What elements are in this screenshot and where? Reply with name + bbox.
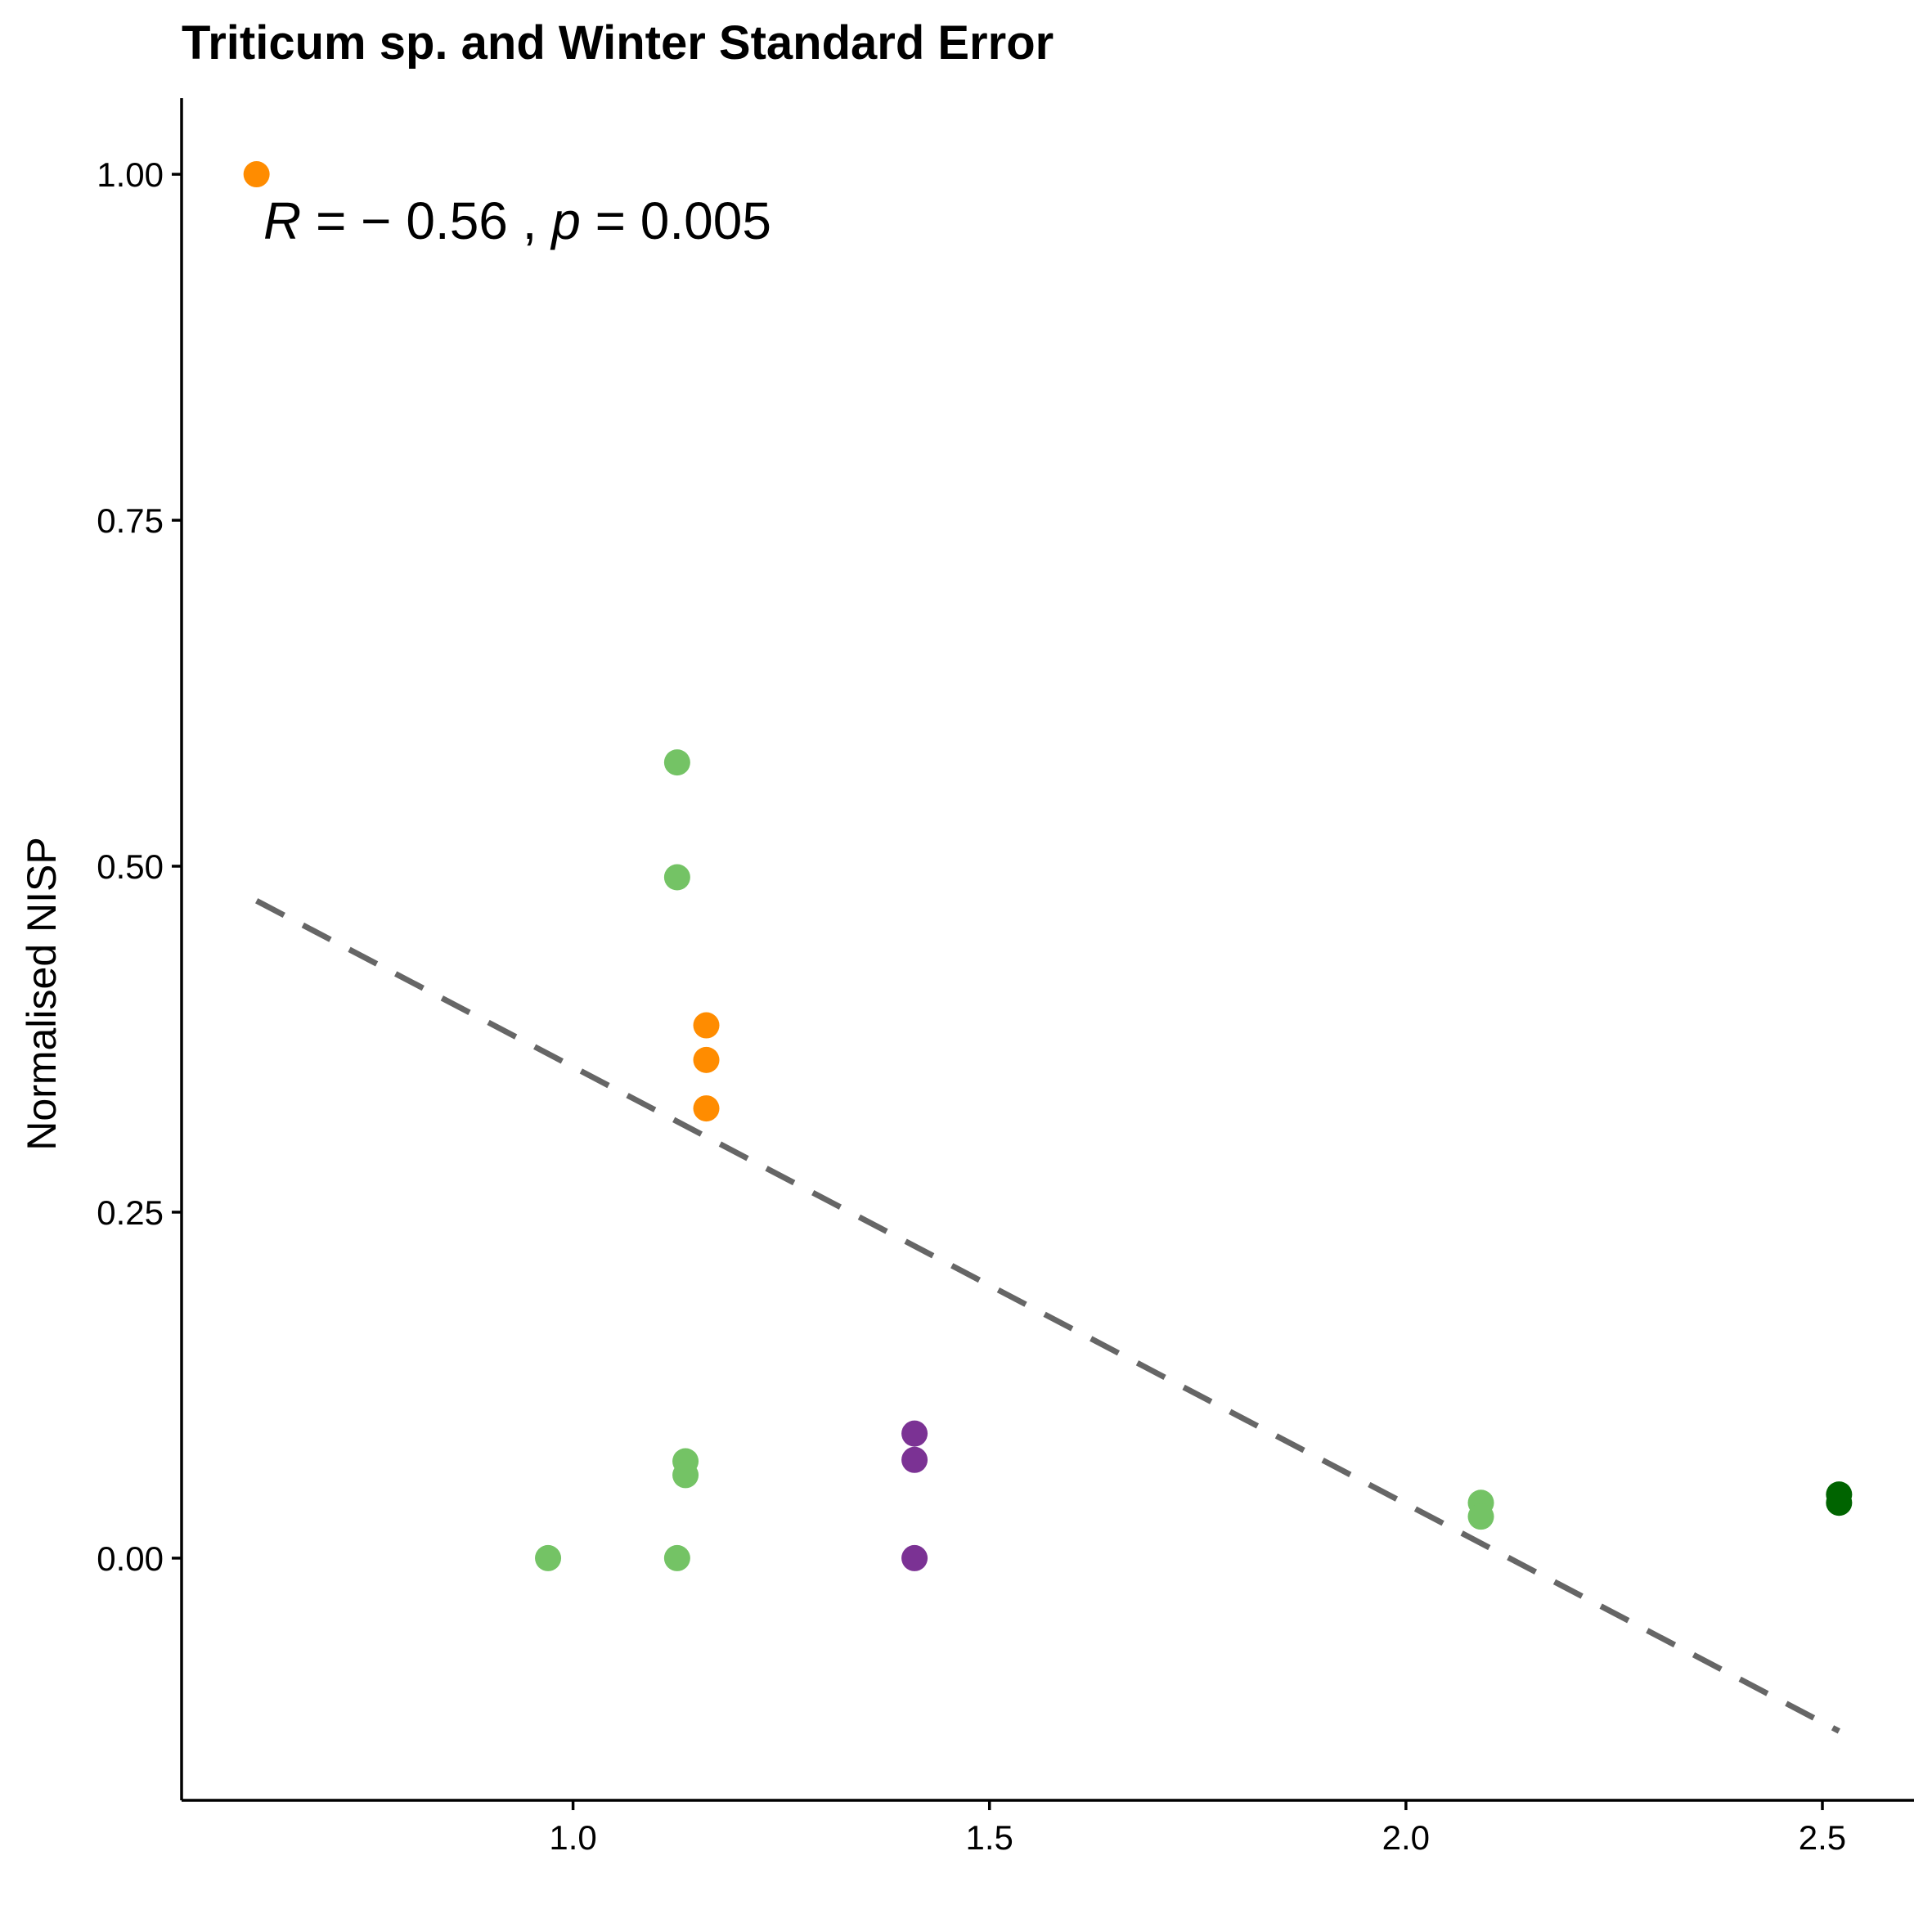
data-point: [901, 1446, 928, 1473]
chart-title: Triticum sp. and Winter Standard Error: [182, 16, 1054, 70]
data-point: [672, 1462, 699, 1489]
data-point: [693, 1012, 720, 1039]
r-value: = − 0.56 ,: [301, 191, 551, 250]
data-point: [663, 749, 690, 776]
y-tick-label: 0.25: [97, 1193, 164, 1232]
regression-line: [255, 898, 1840, 1734]
x-axis-ticks: 1.0 1.5 2.0 2.5: [549, 1800, 1846, 1857]
correlation-annotation: R = − 0.56 , p = 0.005: [263, 191, 771, 250]
data-point: [901, 1420, 928, 1447]
r-symbol: R: [263, 191, 301, 250]
y-tick-label: 0.75: [97, 501, 164, 540]
x-tick-label: 1.5: [966, 1818, 1013, 1857]
data-point: [1467, 1503, 1494, 1530]
data-point: [901, 1544, 928, 1571]
data-point: [535, 1544, 562, 1571]
y-axis-ticks: 0.00 0.25 0.50 0.75 1.00: [97, 155, 182, 1578]
x-tick-label: 2.5: [1799, 1818, 1846, 1857]
data-point: [663, 1544, 690, 1571]
plot-area: [243, 161, 1853, 1734]
y-tick-label: 0.50: [97, 847, 164, 886]
data-point: [243, 161, 270, 188]
x-tick-label: 1.0: [549, 1818, 596, 1857]
y-axis-title: Normalised NISP: [19, 837, 65, 1150]
p-value: = 0.005: [581, 191, 771, 250]
data-point: [663, 864, 690, 891]
y-tick-label: 1.00: [97, 155, 164, 194]
y-tick-label: 0.00: [97, 1539, 164, 1578]
p-symbol: p: [550, 191, 581, 250]
data-point: [693, 1046, 720, 1073]
data-point: [693, 1095, 720, 1122]
data-point: [1826, 1489, 1853, 1516]
x-tick-label: 2.0: [1382, 1818, 1430, 1857]
